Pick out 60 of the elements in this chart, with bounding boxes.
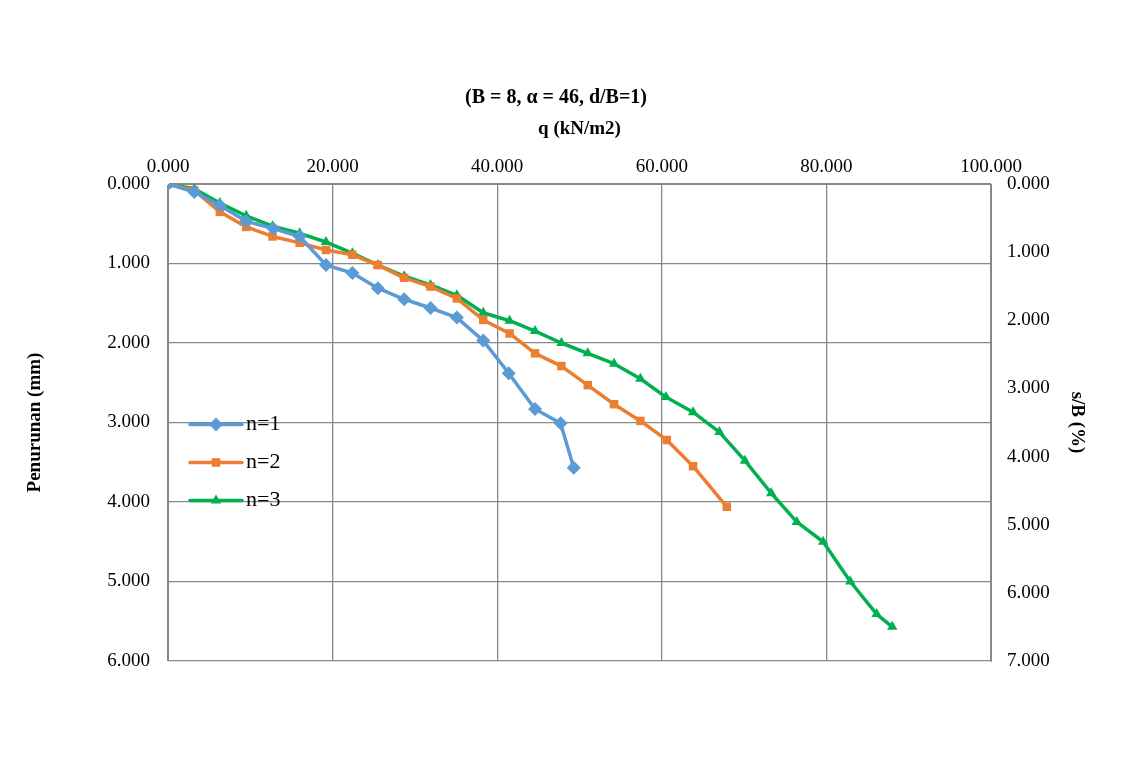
y-tick-label: 2.000 <box>107 330 150 352</box>
y2-tick-label: 5.000 <box>1007 512 1050 534</box>
point <box>292 229 307 244</box>
y2-tick-label: 2.000 <box>1007 308 1050 330</box>
y-tick-label: 1.000 <box>107 251 150 273</box>
point <box>635 372 646 382</box>
point <box>553 416 568 431</box>
point <box>582 347 593 357</box>
x-tick-label: 20.000 <box>306 154 359 176</box>
point <box>423 301 438 316</box>
point <box>557 361 566 371</box>
point <box>266 221 281 236</box>
y-tick-label: 6.000 <box>107 648 150 670</box>
point <box>845 575 856 585</box>
y-tick-label: 4.000 <box>107 489 150 511</box>
point <box>452 294 462 303</box>
y2-axis-title: s/B (%) <box>1066 391 1089 454</box>
y2-tick-label: 6.000 <box>1007 580 1050 602</box>
y2-tick-label: 3.000 <box>1007 376 1050 398</box>
point <box>871 608 882 618</box>
point <box>505 329 514 338</box>
point <box>528 401 543 416</box>
point <box>345 266 360 281</box>
point <box>583 380 592 390</box>
point <box>319 258 334 273</box>
y2-tick-label: 7.000 <box>1007 648 1050 670</box>
y2-tick-label: 1.000 <box>1007 240 1050 262</box>
point <box>687 406 699 416</box>
legend-label: n=1 <box>246 410 281 436</box>
chart-title: (B = 8, α = 46, d/B=1) <box>464 85 648 109</box>
point <box>766 487 777 497</box>
point <box>501 366 516 381</box>
point <box>636 416 645 426</box>
point <box>887 620 898 630</box>
x-tick-label: 40.000 <box>471 154 524 176</box>
y-axis-title: Penurunan (mm) <box>23 352 46 493</box>
y-tick-label: 3.000 <box>107 410 150 432</box>
point <box>566 460 581 475</box>
point <box>187 184 202 199</box>
y-tick-label: 5.000 <box>107 569 150 591</box>
point <box>239 214 254 229</box>
point <box>739 454 751 464</box>
y2-tick-label: 4.000 <box>1007 444 1050 466</box>
x-tick-label: 80.000 <box>800 154 853 176</box>
x-axis-title: q (kN/m2) <box>538 117 621 140</box>
point <box>370 281 385 296</box>
legend-label: n=2 <box>246 448 281 474</box>
point <box>426 282 435 291</box>
point <box>530 349 540 358</box>
point <box>817 535 829 545</box>
legend-label: n=3 <box>246 486 281 512</box>
x-tick-label: 60.000 <box>635 154 688 176</box>
point <box>449 310 464 325</box>
point <box>714 426 725 436</box>
point <box>791 515 802 525</box>
point <box>397 292 412 307</box>
point <box>212 198 227 213</box>
point <box>478 306 489 316</box>
point <box>662 435 671 445</box>
point <box>476 333 491 348</box>
